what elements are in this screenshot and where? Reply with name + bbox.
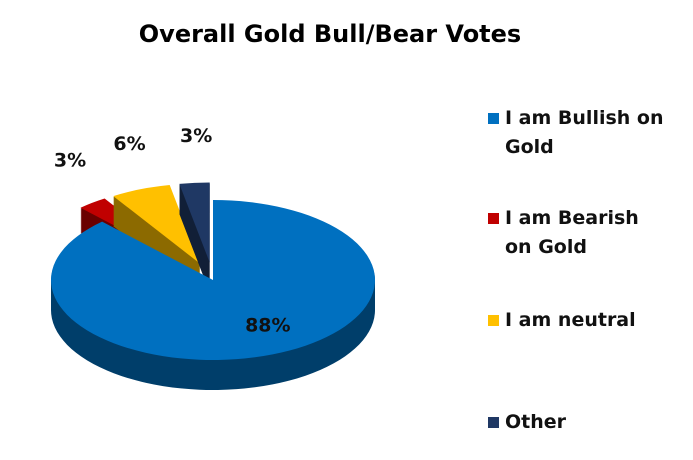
chart-title: Overall Gold Bull/Bear Votes xyxy=(139,20,521,48)
legend-swatch xyxy=(488,315,499,326)
legend-label: I am Bullish on Gold xyxy=(505,107,664,158)
data-label: 3% xyxy=(180,125,212,147)
data-label: 3% xyxy=(54,150,86,172)
legend-label: I am Bearish on Gold xyxy=(505,207,639,258)
legend-label: I am neutral xyxy=(505,309,636,331)
data-label: 88% xyxy=(245,315,290,337)
slice xyxy=(50,200,375,360)
legend-swatch xyxy=(488,417,499,428)
legend-swatch xyxy=(488,113,499,124)
slice xyxy=(179,182,210,263)
slice xyxy=(113,185,201,264)
legend-label: Other xyxy=(505,411,567,433)
data-label: 6% xyxy=(113,133,145,155)
legend-swatch xyxy=(488,213,499,224)
